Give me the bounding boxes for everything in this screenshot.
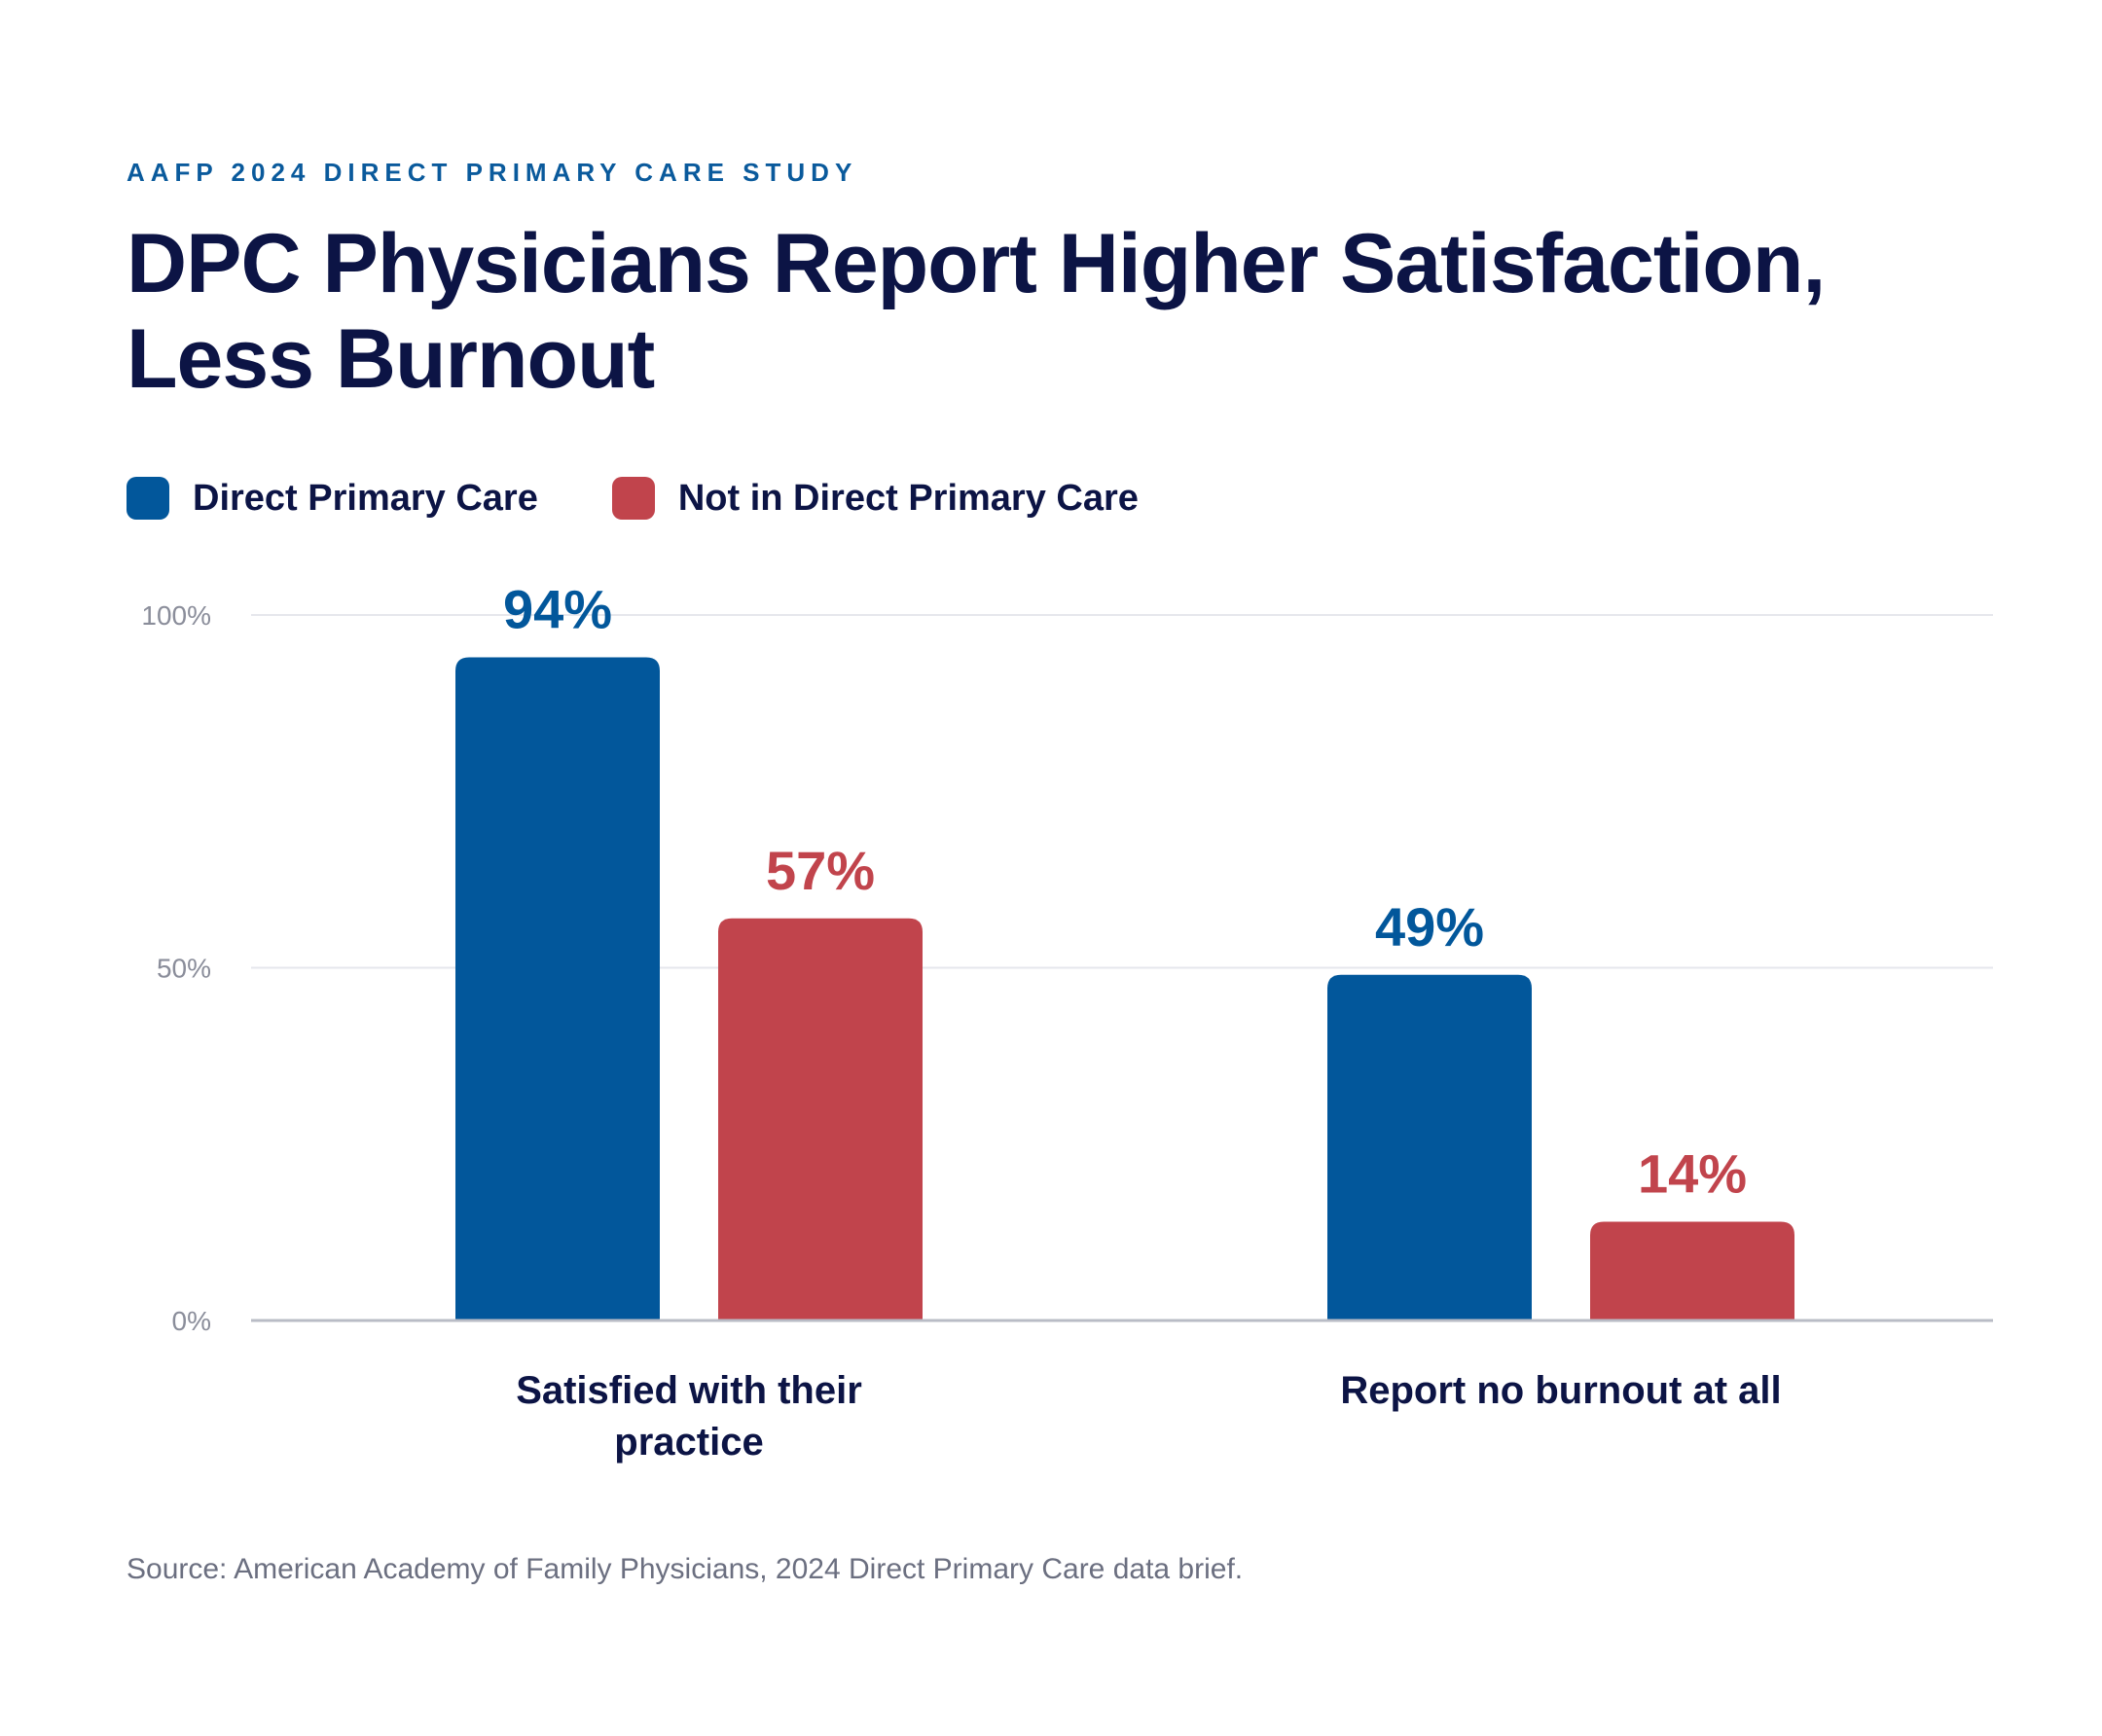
data-label: 49%: [1375, 896, 1484, 958]
bar: [1590, 1221, 1794, 1320]
legend-label-dpc: Direct Primary Care: [193, 477, 538, 519]
legend: Direct Primary Care Not in Direct Primar…: [127, 477, 1213, 520]
bar-chart: 0% 50% 100% 94% 57% Satisfied with their pract…: [141, 579, 1993, 1464]
category-label-line: Satisfied with their: [516, 1369, 862, 1412]
bar: [455, 657, 660, 1320]
data-label: 57%: [766, 840, 875, 901]
bar: [718, 918, 923, 1320]
y-tick-label: 100%: [141, 600, 211, 631]
legend-item-dpc: Direct Primary Care: [127, 477, 538, 520]
bar: [1327, 974, 1532, 1320]
y-tick-label: 0%: [172, 1306, 211, 1336]
data-label: 14%: [1638, 1143, 1747, 1205]
chart-eyebrow: AAFP 2024 DIRECT PRIMARY CARE STUDY: [127, 158, 858, 187]
legend-swatch-dpc: [127, 477, 169, 520]
category-label-line: Report no burnout at all: [1340, 1369, 1781, 1412]
chart-title: DPC Physicians Report Higher Satisfactio…: [127, 217, 1826, 406]
source-note: Source: American Academy of Family Physi…: [127, 1553, 1244, 1585]
legend-swatch-non-dpc: [611, 477, 655, 520]
legend-item-non-dpc: Not in Direct Primary Care: [611, 477, 1139, 520]
legend-label-non-dpc: Not in Direct Primary Care: [677, 477, 1139, 519]
y-tick-label: 50%: [157, 954, 211, 984]
category-label: Satisfied with their practice: [516, 1369, 862, 1464]
category-label-line: practice: [614, 1421, 763, 1464]
data-label: 94%: [503, 579, 612, 640]
category-label: Report no burnout at all: [1340, 1369, 1781, 1412]
